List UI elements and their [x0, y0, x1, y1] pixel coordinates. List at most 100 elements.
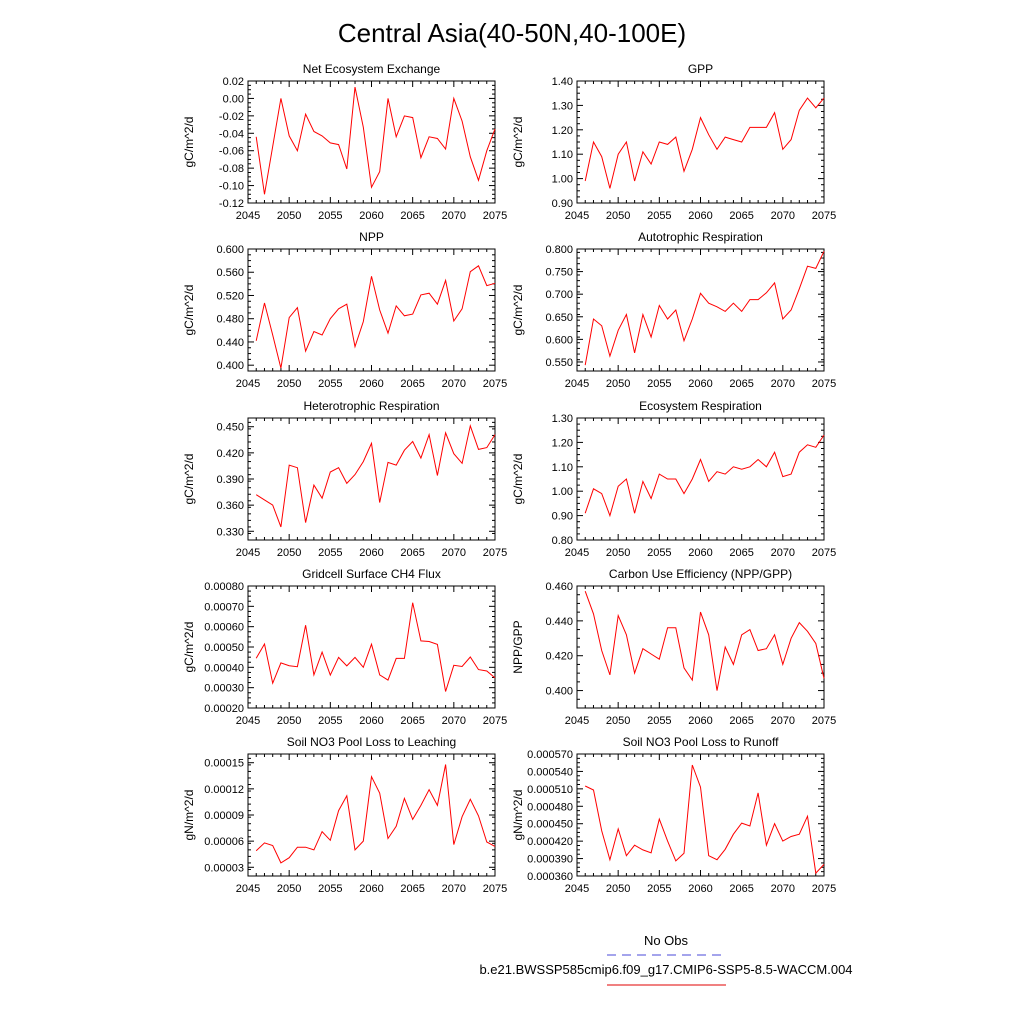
x-tick-label: 2055	[318, 378, 342, 390]
y-tick-label: 0.440	[216, 337, 244, 349]
y-tick-label: 0.400	[545, 686, 573, 698]
panel-heterotrophic-respiration: Heterotrophic Respiration 2045 2050 2055 206…	[182, 399, 507, 559]
y-tick-label: 1.00	[552, 486, 573, 498]
y-tick-label: 0.00080	[204, 581, 244, 593]
x-tick-label: 2060	[688, 210, 712, 222]
series-line	[255, 423, 496, 528]
y-tick-label: 0.650	[545, 312, 573, 324]
x-tick-label: 2045	[236, 883, 260, 895]
series-line	[255, 265, 496, 369]
y-tick-label: -0.08	[219, 163, 244, 175]
plot-frame	[576, 80, 825, 204]
x-tick-label: 2065	[729, 883, 753, 895]
x-tick-label: 2050	[277, 547, 301, 559]
y-tick-label: 0.600	[216, 244, 244, 256]
y-tick-label: 0.000570	[527, 749, 573, 761]
panel-title: Autotrophic Respiration	[638, 230, 763, 244]
panel-npp: NPP 2045 2050 2055 2060 2065 2070 2075 0.600 0.56…	[182, 230, 507, 390]
y-tick-label: 1.20	[552, 437, 573, 449]
plot-frame	[576, 417, 825, 541]
panel-soil-no3-pool-loss-to-runoff: Soil NO3 Pool Loss to Runoff 2045 2050 2055…	[511, 735, 836, 895]
x-tick-label: 2065	[400, 547, 424, 559]
y-tick-label: 0.00060	[204, 622, 244, 634]
y-tick-label: -0.12	[219, 198, 244, 210]
y-tick-label: 1.30	[552, 413, 573, 425]
x-tick-label: 2050	[606, 547, 630, 559]
panel-title: Heterotrophic Respiration	[303, 399, 439, 413]
x-tick-label: 2065	[400, 715, 424, 727]
series-line	[584, 591, 825, 691]
legend-model-label: b.e21.BWSSP585cmip6.f09_g17.CMIP6-SSP5-8…	[479, 962, 852, 977]
y-tick-label: 0.000420	[527, 836, 573, 848]
y-tick-label: 1.40	[552, 76, 573, 88]
x-tick-label: 2065	[729, 715, 753, 727]
y-tick-label: 0.560	[216, 267, 244, 279]
y-tick-label: 0.00006	[204, 836, 244, 848]
panel-title: NPP	[359, 230, 384, 244]
y-axis-label: gC/m^2/d	[182, 622, 196, 673]
series-line	[584, 251, 825, 366]
x-tick-label: 2070	[442, 547, 466, 559]
y-tick-label: 0.00030	[204, 683, 244, 695]
y-axis-label: gC/m^2/d	[182, 454, 196, 505]
x-tick-label: 2060	[688, 547, 712, 559]
series-line	[584, 434, 825, 518]
series-line	[584, 97, 825, 189]
y-tick-label: 0.360	[216, 500, 244, 512]
panel-title: GPP	[688, 62, 713, 76]
y-axis-label: gC/m^2/d	[511, 454, 525, 505]
x-tick-label: 2075	[483, 210, 507, 222]
y-tick-label: 0.390	[216, 474, 244, 486]
y-tick-label: 0.90	[552, 198, 573, 210]
y-axis-label: NPP/GPP	[511, 620, 525, 673]
y-tick-label: 0.440	[545, 616, 573, 628]
x-tick-label: 2055	[647, 210, 671, 222]
y-tick-label: 0.420	[216, 448, 244, 460]
x-tick-label: 2055	[647, 883, 671, 895]
y-tick-label: 0.00	[223, 93, 244, 105]
x-tick-label: 2045	[236, 210, 260, 222]
x-tick-label: 2045	[565, 378, 589, 390]
x-tick-label: 2065	[729, 210, 753, 222]
y-tick-label: 0.420	[545, 651, 573, 663]
x-tick-label: 2050	[606, 883, 630, 895]
x-tick-label: 2070	[442, 715, 466, 727]
x-tick-label: 2055	[318, 883, 342, 895]
y-tick-label: 1.20	[552, 125, 573, 137]
plot-frame	[576, 248, 825, 372]
legend: No Obs b.e21.BWSSP585cmip6.f09_g17.CMIP6…	[479, 933, 853, 986]
panel-title: Soil NO3 Pool Loss to Runoff	[623, 735, 780, 749]
x-tick-label: 2055	[647, 378, 671, 390]
x-tick-label: 2070	[771, 715, 795, 727]
x-tick-label: 2060	[688, 883, 712, 895]
y-tick-label: 1.00	[552, 174, 573, 186]
y-axis-label: gC/m^2/d	[511, 117, 525, 168]
x-tick-label: 2060	[359, 378, 383, 390]
x-tick-label: 2060	[359, 715, 383, 727]
y-axis-label: gN/m^2/d	[182, 790, 196, 841]
y-axis-label: gN/m^2/d	[511, 790, 525, 841]
x-tick-label: 2065	[400, 378, 424, 390]
y-tick-label: 0.450	[216, 422, 244, 434]
y-tick-label: 0.00012	[204, 784, 244, 796]
x-tick-label: 2060	[688, 378, 712, 390]
x-tick-label: 2075	[812, 547, 836, 559]
x-tick-label: 2050	[606, 210, 630, 222]
y-tick-label: 0.550	[545, 357, 573, 369]
panel-soil-no3-pool-loss-to-leaching: Soil NO3 Pool Loss to Leaching 2045 2050 20…	[182, 735, 507, 895]
x-tick-label: 2045	[565, 210, 589, 222]
y-tick-label: 0.600	[545, 334, 573, 346]
y-tick-label: -0.04	[219, 128, 244, 140]
x-tick-label: 2075	[483, 715, 507, 727]
y-tick-label: 0.400	[216, 360, 244, 372]
y-tick-label: -0.10	[219, 181, 244, 193]
y-tick-label: 0.000480	[527, 801, 573, 813]
x-tick-label: 2070	[771, 210, 795, 222]
panel-gpp: GPP 2045 2050 2055 2060 2065 2070 2075 1.40 1.30 1…	[511, 62, 836, 222]
x-tick-label: 2060	[359, 210, 383, 222]
panel-net-ecosystem-exchange: Net Ecosystem Exchange 2045 2050 2055 2060 20…	[182, 62, 507, 222]
x-tick-label: 2065	[400, 883, 424, 895]
y-tick-label: 1.10	[552, 149, 573, 161]
x-tick-label: 2075	[483, 547, 507, 559]
